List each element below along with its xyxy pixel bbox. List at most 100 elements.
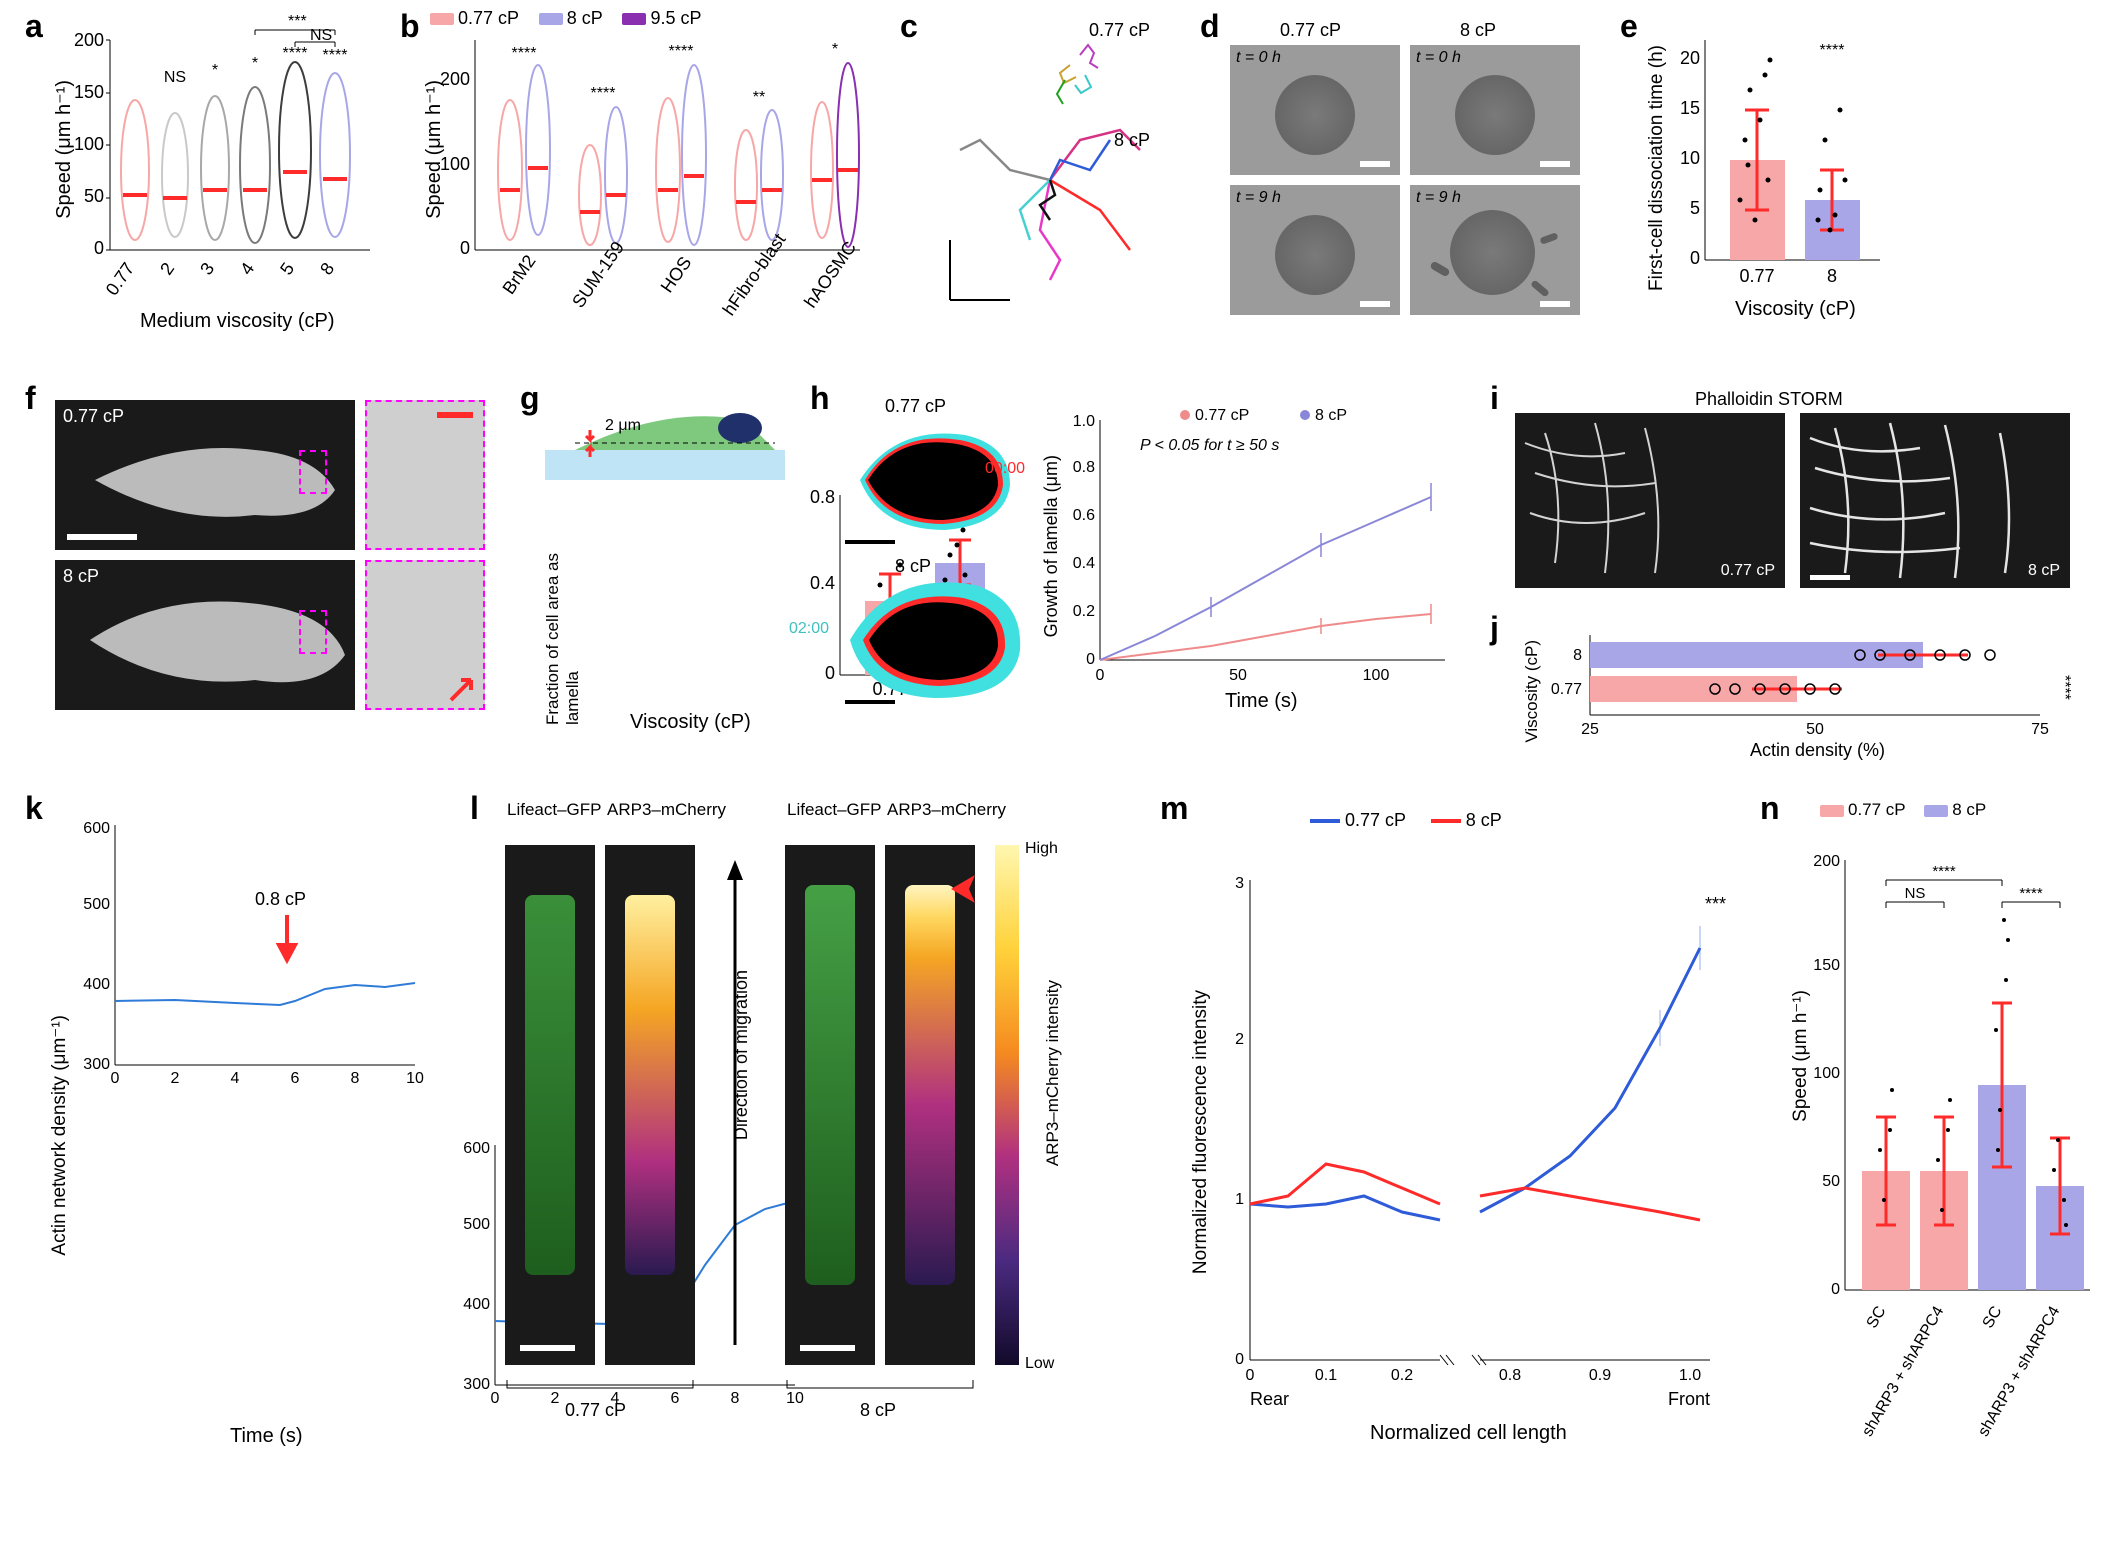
svg-text:400: 400: [83, 976, 110, 993]
sig-text: *: [252, 55, 258, 72]
sig-bridge: NS: [310, 27, 332, 44]
col-header: 8 cP: [1460, 20, 1496, 41]
svg-text:0: 0: [1086, 651, 1095, 668]
svg-text:0.9: 0.9: [1589, 1367, 1611, 1384]
svg-text:100: 100: [74, 134, 104, 154]
col-header: Lifeact–GFP: [787, 800, 882, 820]
svg-text:8: 8: [1573, 647, 1582, 664]
svg-text:0.8: 0.8: [1073, 459, 1095, 476]
svg-text:300: 300: [83, 1056, 110, 1073]
micrograph: t = 0 h: [1230, 45, 1400, 175]
panel-l: Lifeact–GFP ARP3–mCherry Lifeact–GFP ARP…: [495, 800, 1135, 1500]
sig-text: ****: [283, 45, 308, 62]
panel-j: 255075 8 0.77 **** Actin density (%) Vis…: [1520, 620, 2080, 750]
arrow-icon: [449, 674, 477, 702]
sig-text: ***: [1705, 894, 1726, 914]
legend-n: 0.77 cP 8 cP: [1820, 800, 1986, 820]
svg-text:6: 6: [291, 1070, 300, 1087]
x-axis-label: Time (s): [230, 1425, 303, 1448]
panel-e-label: e: [1620, 8, 1638, 45]
panel-k: Actin network density (μm⁻¹) 30040050060…: [55, 805, 435, 1505]
panel-b-label: b: [400, 8, 420, 45]
cell-tracks: [930, 20, 1180, 320]
svg-text:3: 3: [1235, 875, 1244, 892]
svg-text:25: 25: [1581, 721, 1599, 738]
y-axis-label: Viscosity (cP): [1522, 640, 1542, 743]
violins-a: [121, 62, 350, 243]
panel-n-svg: 050100 150200 NS **** *: [1790, 830, 2100, 1390]
lamella-diagram: 2 μm: [545, 395, 785, 480]
bottom-braces: [495, 1372, 995, 1402]
micrograph: t = 9 h: [1230, 185, 1400, 315]
svg-text:0.4: 0.4: [1073, 555, 1095, 572]
sig-bridge: ***: [288, 13, 307, 30]
xtick: 4: [236, 259, 258, 279]
svg-text:400: 400: [463, 1296, 490, 1313]
panel-k-top: 300400500600 024 6810 0.8 cP: [55, 805, 435, 1105]
svg-text:10: 10: [406, 1070, 424, 1087]
time-label: t = 9 h: [1416, 189, 1461, 207]
x-axis-label: Viscosity (cP): [1735, 298, 1856, 321]
inset: [365, 400, 485, 550]
svg-text:0.8: 0.8: [810, 487, 835, 507]
svg-text:1.0: 1.0: [1679, 1367, 1701, 1384]
svg-text:100: 100: [1813, 1065, 1840, 1082]
xtick: SC: [1864, 1304, 1890, 1332]
svg-text:500: 500: [463, 1216, 490, 1233]
svg-text:0.8: 0.8: [1499, 1367, 1521, 1384]
micrograph: t = 0 h: [1410, 45, 1580, 175]
legend-label: 8 cP: [1315, 407, 1347, 424]
silhouette: 0.77 cP 00:00: [835, 400, 1025, 550]
svg-text:0.77: 0.77: [1551, 681, 1582, 698]
svg-text:75: 75: [2031, 721, 2049, 738]
xtick: 5: [276, 259, 298, 279]
y-axis-label: Fraction of cell area as lamella: [543, 500, 583, 725]
x-axis-label: Medium viscosity (cP): [140, 310, 334, 333]
legend-label: 9.5 cP: [650, 8, 701, 28]
panel-d: 0.77 cP 8 cP t = 0 h t = 0 h t = 9 h t =…: [1230, 30, 1590, 330]
legend-label: 8 cP: [567, 8, 603, 28]
svg-text:15: 15: [1680, 98, 1700, 118]
xtick: 2: [156, 259, 178, 279]
micrograph: 0.77 cP: [55, 400, 355, 550]
svg-text:100: 100: [1363, 667, 1390, 684]
svg-text:20: 20: [1680, 48, 1700, 68]
panel-m: 0.77 cP 8 cP 0123 00.10.2 0.80.91.0 Rear…: [1190, 810, 1730, 1450]
colorbar-label: High: [1025, 840, 1058, 858]
svg-text:0: 0: [825, 663, 835, 683]
time-label: t = 0 h: [1416, 49, 1461, 67]
sig-text: ****: [2056, 675, 2073, 700]
svg-text:0.2: 0.2: [1391, 1367, 1413, 1384]
overlay-label: 0.77 cP: [1721, 562, 1775, 580]
panel-i: Phalloidin STORM 0.77 cP 8 cP: [1515, 395, 2075, 595]
sig-text: ****: [1820, 42, 1845, 59]
xtick: BrM2: [499, 251, 540, 298]
svg-text:500: 500: [83, 896, 110, 913]
svg-text:2: 2: [171, 1070, 180, 1087]
legend-label: 0.77 cP: [458, 8, 519, 28]
svg-text:8: 8: [351, 1070, 360, 1087]
svg-text:0: 0: [1246, 1367, 1255, 1384]
sig-text: ****: [323, 47, 348, 64]
time-label: t = 0 h: [1236, 49, 1281, 67]
svg-text:150: 150: [1813, 957, 1840, 974]
svg-text:1.0: 1.0: [1073, 413, 1095, 430]
time-label: 00:00: [985, 460, 1025, 478]
svg-text:200: 200: [74, 30, 104, 50]
panel-c-label: c: [900, 8, 918, 45]
svg-text:10: 10: [1680, 148, 1700, 168]
svg-text:5: 5: [1690, 198, 1700, 218]
svg-text:0: 0: [111, 1070, 120, 1087]
xtick: 0.77: [102, 259, 138, 299]
col-header: 0.77 cP: [1280, 20, 1341, 41]
sig-text: ****: [669, 43, 694, 60]
panel-h-label: h: [810, 380, 830, 417]
svg-text:50: 50: [1806, 721, 1824, 738]
confocal-strip: [505, 845, 595, 1365]
svg-text:2: 2: [1235, 1031, 1244, 1048]
svg-text:600: 600: [83, 820, 110, 837]
group-label: 8 cP: [860, 1400, 896, 1421]
diagram-label: 2 μm: [605, 417, 641, 434]
storm-image: 8 cP: [1800, 413, 2070, 588]
svg-text:200: 200: [1813, 853, 1840, 870]
